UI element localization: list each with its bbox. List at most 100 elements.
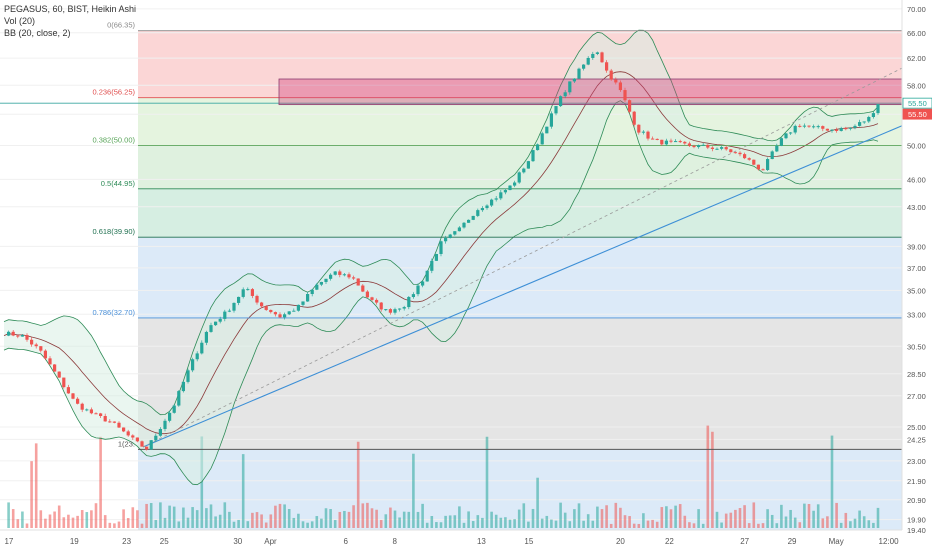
price-axis[interactable]: 70.0066.0062.0058.0054.0050.0046.0043.00… xyxy=(901,0,932,550)
candle-body xyxy=(223,311,227,319)
volume-bar xyxy=(398,517,401,528)
candle-body xyxy=(623,90,627,101)
candle-body xyxy=(296,304,300,311)
candle-body xyxy=(582,64,586,69)
candlesticks xyxy=(7,51,880,451)
candle-body xyxy=(260,302,264,307)
drawing-lines[interactable] xyxy=(0,30,904,450)
volume-bar xyxy=(747,523,751,528)
volume-bar xyxy=(729,512,733,528)
x-tick-label-5: Apr xyxy=(264,537,277,546)
volume-bar xyxy=(182,507,185,528)
x-tick-label-8: 13 xyxy=(477,537,486,546)
candle-body xyxy=(545,126,549,134)
candle-body xyxy=(720,147,724,149)
volume-bar xyxy=(186,517,190,528)
volume-bar xyxy=(706,425,710,528)
candle-body xyxy=(697,145,701,148)
candle-body xyxy=(80,403,84,410)
candle-body xyxy=(651,138,655,140)
candle-body xyxy=(48,358,52,365)
candle-body xyxy=(425,270,429,282)
candle-body xyxy=(563,92,567,97)
candle-body xyxy=(108,421,112,423)
candle-body xyxy=(181,381,185,392)
volume-bar xyxy=(448,515,452,528)
volume-bar xyxy=(563,512,567,528)
volume-bar xyxy=(697,509,700,528)
candle-body xyxy=(20,335,24,337)
volume-bar xyxy=(425,522,429,528)
volume-bar xyxy=(430,516,434,528)
volume-bar xyxy=(30,461,33,528)
candle-body xyxy=(145,446,149,450)
volume-bar xyxy=(554,520,558,528)
volume-bar xyxy=(71,517,75,528)
candle-body xyxy=(770,151,774,160)
volume-bar xyxy=(609,523,613,528)
volume-bar xyxy=(596,506,599,528)
candle-body xyxy=(172,405,176,413)
candle-body xyxy=(407,297,411,308)
fib-zone-0 xyxy=(138,30,902,98)
volume-bar xyxy=(439,522,443,528)
price-axis-background xyxy=(902,0,932,550)
candle-body xyxy=(664,140,668,145)
volume-bar xyxy=(862,516,866,528)
volume-bar xyxy=(320,518,323,528)
candle-body xyxy=(57,371,61,378)
volume-bar xyxy=(499,517,503,528)
candle-body xyxy=(306,294,310,302)
candle-body xyxy=(701,144,705,146)
candle-body xyxy=(324,278,328,282)
volume-bar xyxy=(830,435,834,528)
volume-bar xyxy=(494,514,498,528)
time-axis[interactable]: 17 19 23 25 30 Apr 6 8 13 15 20 22 27 29 May 12:00 xyxy=(0,529,902,546)
symbol-label[interactable]: PEGASUS, 60, BIST, Heikin Ashi xyxy=(4,4,137,14)
candle-body xyxy=(568,81,572,93)
candle-body xyxy=(163,420,167,429)
candle-body xyxy=(329,274,333,279)
volume-bar xyxy=(103,515,107,528)
candle-body xyxy=(200,342,204,354)
volume-bar xyxy=(780,504,783,528)
volume-bar xyxy=(720,522,723,528)
candle-body xyxy=(319,281,323,285)
volume-bar xyxy=(126,518,130,528)
volume-bar xyxy=(347,511,351,528)
candle-body xyxy=(384,309,388,311)
candle-body xyxy=(775,145,779,152)
volume-bar xyxy=(453,515,457,528)
candle-body xyxy=(204,331,208,343)
volume-bar xyxy=(522,503,526,528)
candle-body xyxy=(605,62,609,71)
volume-bar xyxy=(628,516,631,528)
candle-body xyxy=(503,190,507,193)
candle-body xyxy=(646,131,650,139)
candle-body xyxy=(283,314,287,318)
candle-body xyxy=(264,306,268,310)
trendline xyxy=(142,125,903,448)
candle-body xyxy=(301,301,305,305)
volume-indicator-label[interactable]: Vol (20) xyxy=(4,16,36,26)
x-tick-label-2: 23 xyxy=(122,537,131,546)
volume-bar xyxy=(591,520,595,528)
volume-bar xyxy=(683,515,687,528)
volume-bar xyxy=(223,502,227,528)
volume-bar xyxy=(858,510,861,528)
candle-body xyxy=(11,331,15,336)
fib-label-5: 0.786(32.70) xyxy=(92,308,135,317)
candle-body xyxy=(756,164,760,170)
candle-body xyxy=(379,302,383,310)
bollinger-indicator-label[interactable]: BB (20, close, 2) xyxy=(4,28,71,38)
candle-body xyxy=(637,124,641,133)
y-tick-label-0: 70.00 xyxy=(907,5,926,14)
fib-label-6: 1(23. xyxy=(118,439,135,448)
candle-body xyxy=(462,222,466,228)
volume-bar xyxy=(246,521,250,528)
bb-fill xyxy=(4,30,878,485)
y-tick-label-9: 37.00 xyxy=(907,264,926,273)
candle-body xyxy=(536,144,540,151)
candle-body xyxy=(821,126,825,129)
